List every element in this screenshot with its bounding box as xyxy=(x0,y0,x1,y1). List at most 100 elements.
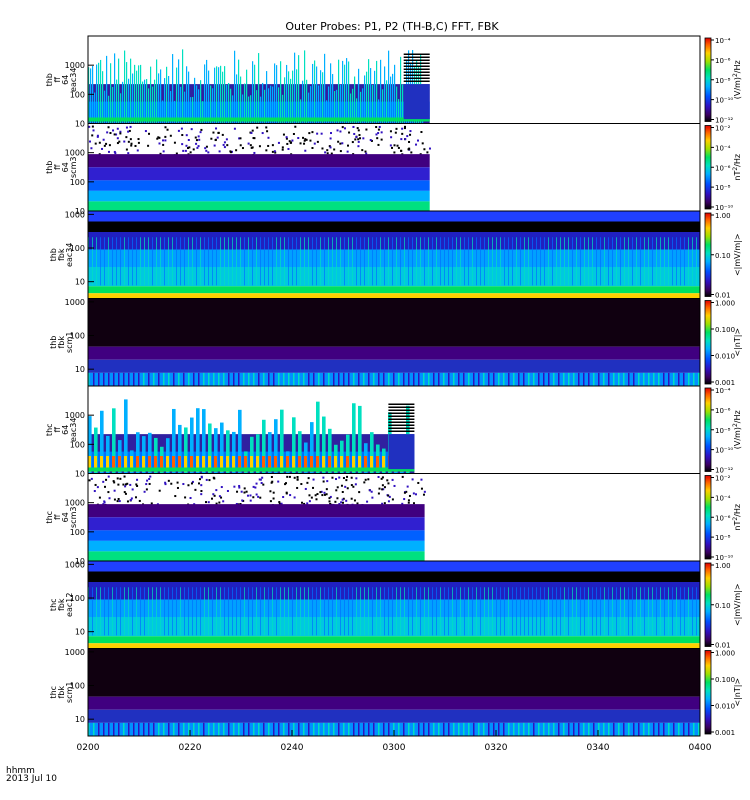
y-tick-label: 1000 xyxy=(65,411,85,420)
colorbar-tick: 10⁻⁴ xyxy=(715,387,731,395)
svg-text:thb: thb xyxy=(45,73,54,86)
y-tick-label: 10 xyxy=(75,120,85,129)
colorbar-tick: 10⁻⁸ xyxy=(715,184,731,192)
colorbar-thc-ff-scm3: 10⁻² 10⁻⁴ 10⁻⁶ 10⁻⁸ 10⁻¹⁰ nT2/Hz xyxy=(704,475,743,562)
x-axis-date: 2013 Jul 10 xyxy=(6,774,57,784)
svg-text:scm1: scm1 xyxy=(65,332,74,353)
svg-text:thc: thc xyxy=(45,511,54,524)
colorbar-label: <|nT|> xyxy=(733,328,742,357)
svg-text:thc: thc xyxy=(45,423,54,436)
colorbar-tick: 10⁻¹⁰ xyxy=(715,447,733,455)
colorbar-tick: 10⁻² xyxy=(715,125,731,133)
colorbar-tick: 0.10 xyxy=(715,252,731,260)
y-axis-label-thb-fbk-scm1: thb fbk scm1 xyxy=(49,332,74,353)
colorbar-thb-fbk-eac34: 1.00 0.10 0.01 <|mV/m|> xyxy=(704,212,742,300)
svg-text:eac12: eac12 xyxy=(65,593,74,617)
svg-text:scm1: scm1 xyxy=(65,682,74,703)
spectrogram-thb-fbk-eac34 xyxy=(88,211,700,299)
colorbar-tick: 1.00 xyxy=(715,212,731,220)
colorbar-tick: 10⁻⁴ xyxy=(715,494,731,502)
svg-text:eac34: eac34 xyxy=(69,418,78,442)
svg-text:64: 64 xyxy=(61,425,70,435)
y-axis-label-thc-fbk-scm1: thc fbk scm1 xyxy=(49,682,74,703)
colorbar-label: nT2/Hz xyxy=(732,504,743,531)
colorbar-tick: 1.000 xyxy=(715,650,735,658)
svg-text:thc: thc xyxy=(49,686,58,699)
panel-thb-fbk-eac34: 10 100 1000 thb fbk eac34 1.00 0.10 0.01 <|mV/m|> xyxy=(49,210,742,299)
colorbar-tick: 10⁻⁸ xyxy=(715,77,731,85)
x-tick-label: 0200 xyxy=(77,743,100,753)
colorbar-thc-fbk-eac12: 1.00 0.10 0.01 <|mV/m|> xyxy=(704,562,742,650)
y-axis-label-thc-ff-eac34: thc ff 64 eac34 xyxy=(45,418,78,442)
y-tick-label: 1000 xyxy=(65,648,85,657)
spectrogram-thb-fbk-scm1 xyxy=(88,298,700,386)
spectrogram-thc-fbk-eac12 xyxy=(88,561,700,649)
y-tick-label: 10 xyxy=(75,278,85,287)
colorbar-tick: 0.100 xyxy=(715,676,735,684)
y-axis-label-thb-ff-scm3: thb ff 64 scm3 xyxy=(45,157,78,178)
svg-text:ff: ff xyxy=(53,164,62,170)
colorbar-label: (V/m)2/Hz xyxy=(732,410,743,449)
y-axis-label-thb-ff-eac34: thb ff 64 eac34 xyxy=(45,68,78,92)
panel-thc-fbk-eac12: 10 100 1000 thc fbk eac12 1.00 0.10 0.01 <|mV/m|> xyxy=(49,560,742,649)
colorbar-tick: 10⁻⁶ xyxy=(715,407,731,415)
x-tick-label: 0320 xyxy=(485,743,508,753)
y-tick-label: 1000 xyxy=(65,560,85,569)
svg-text:thb: thb xyxy=(49,248,58,261)
y-tick-label: 10 xyxy=(75,628,85,637)
y-axis-label-thb-fbk-eac34: thb fbk eac34 xyxy=(49,243,74,267)
colorbar-tick: 0.001 xyxy=(715,729,735,737)
colorbar-tick: 10⁻¹⁰ xyxy=(715,554,733,562)
spectrogram-thc-fbk-scm1 xyxy=(88,648,700,736)
svg-text:fbk: fbk xyxy=(57,248,66,261)
y-tick-label: 10 xyxy=(75,207,85,216)
colorbar-tick: 0.010 xyxy=(715,353,735,361)
colorbar-label: <|nT|> xyxy=(733,678,742,707)
y-tick-label: 1000 xyxy=(65,499,85,508)
svg-text:64: 64 xyxy=(61,162,70,172)
panel-thc-fbk-scm1: 10 100 1000 thc fbk scm1 1.000 0.100 0.010 0.001 <… xyxy=(49,648,742,737)
colorbar-tick: 10⁻⁸ xyxy=(715,534,731,542)
colorbar-tick: 10⁻⁶ xyxy=(715,57,731,65)
spectrogram-thb-ff-eac34 xyxy=(88,36,430,124)
colorbar-tick: 0.010 xyxy=(715,703,735,711)
y-tick-label: 100 xyxy=(70,682,85,691)
colorbar-tick: 10⁻⁸ xyxy=(715,427,731,435)
x-tick-label: 0300 xyxy=(383,743,406,753)
y-tick-label: 10 xyxy=(75,470,85,479)
colorbar-tick: 0.100 xyxy=(715,326,735,334)
panel-thb-fbk-scm1: 10 100 1000 thb fbk scm1 1.000 0.100 0.010 0.001 <… xyxy=(49,298,742,387)
colorbar-tick: 0.10 xyxy=(715,602,731,610)
y-tick-label: 1000 xyxy=(65,61,85,70)
y-axis-label-thc-ff-scm3: thc ff 64 scm3 xyxy=(45,507,78,528)
x-tick-label: 0400 xyxy=(689,743,712,753)
colorbar-thc-ff-eac34: 10⁻⁴ 10⁻⁶ 10⁻⁸ 10⁻¹⁰ 10⁻¹² (V/m)2/Hz xyxy=(704,387,743,475)
svg-text:scm3: scm3 xyxy=(69,157,78,178)
y-tick-label: 100 xyxy=(70,440,85,449)
y-tick-label: 100 xyxy=(70,244,85,253)
colorbar-thb-fbk-scm1: 1.000 0.100 0.010 0.001 <|nT|> xyxy=(704,300,742,387)
time-axis: 0200 0220 0240 0300 0320 0340 0400 xyxy=(77,730,712,753)
colorbar-label: nT2/Hz xyxy=(732,154,743,181)
y-tick-label: 100 xyxy=(70,90,85,99)
x-tick-label: 0340 xyxy=(587,743,610,753)
colorbar-label: <|mV/m|> xyxy=(733,233,742,276)
svg-text:eac34: eac34 xyxy=(65,243,74,267)
colorbar-tick: 0.01 xyxy=(715,642,731,650)
svg-text:fbk: fbk xyxy=(57,686,66,699)
svg-text:64: 64 xyxy=(61,512,70,522)
colorbar-tick: 10⁻⁶ xyxy=(715,164,731,172)
colorbar-tick: 10⁻⁴ xyxy=(715,37,731,45)
svg-text:64: 64 xyxy=(61,75,70,85)
colorbar-tick: 10⁻² xyxy=(715,475,731,483)
colorbar-tick: 10⁻¹⁰ xyxy=(715,204,733,212)
svg-text:scm3: scm3 xyxy=(69,507,78,528)
y-tick-label: 10 xyxy=(75,557,85,566)
colorbar-tick: 10⁻¹² xyxy=(715,467,733,475)
spectrogram-thc-ff-eac34 xyxy=(88,386,415,474)
